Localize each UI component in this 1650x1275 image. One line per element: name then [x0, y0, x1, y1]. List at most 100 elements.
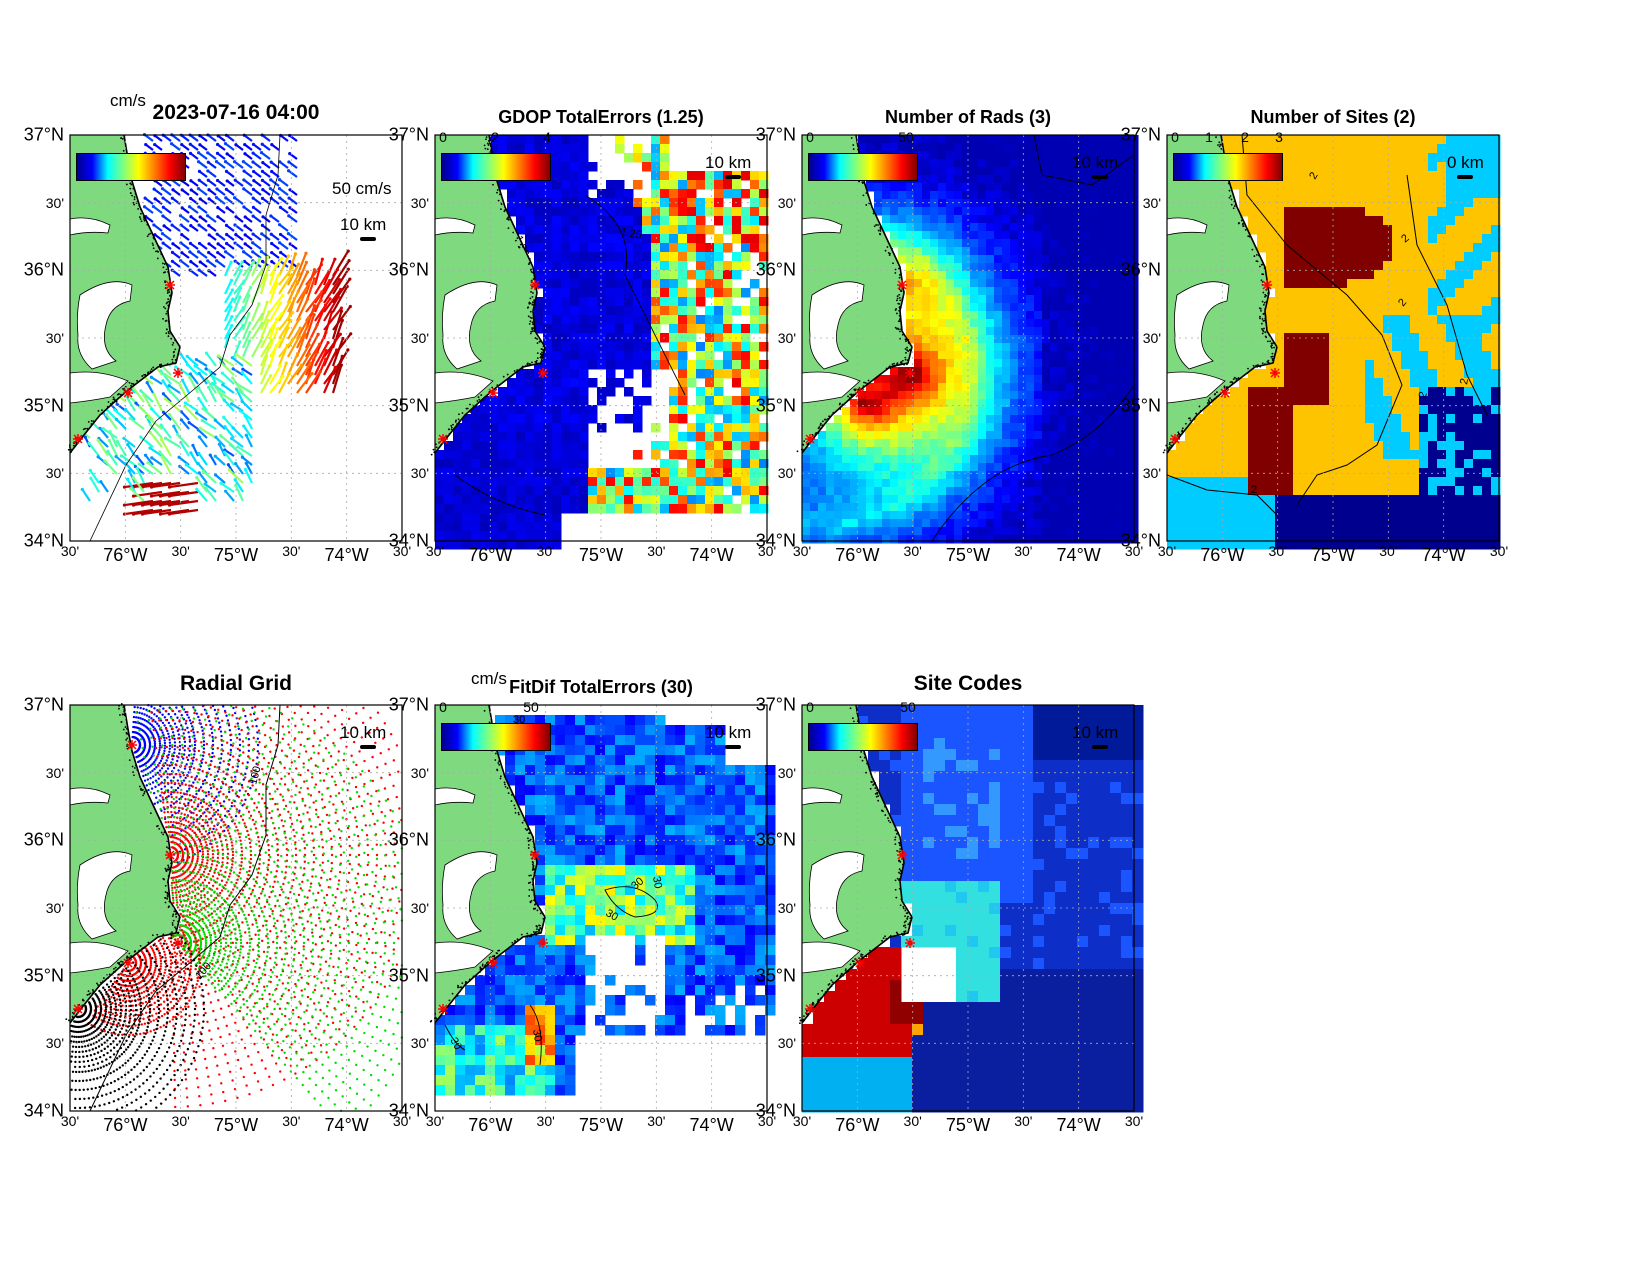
grid-cell — [579, 477, 589, 487]
grid-cell — [1066, 367, 1075, 376]
grid-cell — [1446, 396, 1456, 406]
grid-cell — [435, 450, 445, 460]
grid-cell — [1018, 535, 1027, 544]
grid-cell — [1365, 171, 1375, 181]
grid-cell — [986, 383, 995, 392]
grid-cell — [1482, 360, 1492, 370]
current-vector — [197, 429, 208, 439]
grid-cell — [970, 503, 979, 512]
current-vector — [198, 269, 208, 277]
grid-cell — [906, 143, 915, 152]
grid-cell — [633, 216, 643, 226]
grid-cell — [1010, 431, 1019, 440]
grid-cell — [1455, 288, 1465, 298]
grid-cell — [1419, 216, 1429, 226]
grid-cell — [898, 367, 907, 376]
grid-cell — [1114, 279, 1123, 288]
current-vector — [224, 160, 235, 169]
grid-cell — [453, 450, 463, 460]
grid-cell — [914, 303, 923, 312]
current-vector — [195, 488, 208, 502]
grid-cell — [1074, 495, 1083, 504]
grid-cell — [922, 383, 931, 392]
grid-cell — [1114, 319, 1123, 328]
grid-cell — [938, 503, 947, 512]
current-vector — [126, 478, 136, 493]
grid-cell — [922, 335, 931, 344]
grid-cell — [890, 527, 899, 536]
grid-cell — [890, 183, 899, 192]
grid-cell — [1410, 234, 1420, 244]
coast-dot — [898, 276, 901, 279]
grid-cell — [570, 153, 580, 163]
grid-cell — [606, 306, 616, 316]
coast-dot — [532, 301, 534, 304]
coast-dot — [162, 317, 164, 320]
grid-cell — [1090, 407, 1099, 416]
grid-cell — [696, 207, 706, 217]
grid-cell — [480, 522, 490, 532]
grid-cell — [1311, 369, 1321, 379]
grid-cell — [1018, 215, 1027, 224]
grid-cell — [759, 234, 769, 244]
grid-cell — [651, 333, 661, 343]
grid-cell — [525, 135, 535, 145]
grid-cell — [444, 513, 454, 523]
coast-dot — [852, 144, 855, 146]
current-vector — [234, 484, 244, 502]
current-vector — [322, 366, 337, 394]
grid-cell — [1257, 198, 1267, 208]
grid-cell — [866, 519, 875, 528]
grid-cell — [1114, 303, 1123, 312]
coast-dot — [905, 340, 907, 343]
grid-cell — [1311, 162, 1321, 172]
grid-cell — [1455, 216, 1465, 226]
coast-dot — [450, 424, 453, 427]
grid-cell — [723, 423, 733, 433]
grid-cell — [874, 487, 883, 496]
grid-cell — [850, 495, 859, 504]
current-vector — [223, 451, 235, 466]
grid-cell — [705, 270, 715, 280]
grid-cell — [723, 396, 733, 406]
grid-cell — [970, 287, 979, 296]
grid-cell — [1106, 199, 1115, 208]
grid-cell — [1437, 198, 1447, 208]
grid-cell — [1026, 287, 1035, 296]
grid-cell — [946, 135, 955, 144]
grid-cell — [1347, 198, 1357, 208]
grid-cell — [994, 431, 1003, 440]
grid-cell — [1320, 270, 1330, 280]
current-vector — [241, 313, 250, 331]
current-vector — [180, 134, 190, 142]
grid-cell — [1329, 180, 1339, 190]
grid-cell — [954, 151, 963, 160]
grid-cell — [714, 171, 724, 181]
grid-cell — [986, 319, 995, 328]
grid-cell — [1401, 135, 1411, 145]
grid-cell — [642, 378, 652, 388]
grid-cell — [516, 432, 526, 442]
grid-cell — [858, 479, 867, 488]
grid-cell — [624, 216, 634, 226]
grid-cell — [1464, 243, 1474, 253]
grid-cell — [1106, 343, 1115, 352]
grid-cell — [882, 495, 891, 504]
grid-cell — [1066, 247, 1075, 256]
coast-dot — [121, 138, 124, 140]
grid-cell — [633, 306, 643, 316]
grid-cell — [1090, 175, 1099, 184]
grid-cell — [1010, 439, 1019, 448]
grid-cell — [660, 162, 670, 172]
coast-dot — [877, 224, 879, 226]
grid-cell — [615, 243, 625, 253]
coast-dot — [819, 422, 822, 425]
grid-cell — [946, 527, 955, 536]
grid-cell — [1284, 351, 1294, 361]
grid-cell — [1066, 135, 1075, 144]
grid-cell — [882, 183, 891, 192]
grid-cell — [1320, 369, 1330, 379]
grid-cell — [1026, 383, 1035, 392]
grid-cell — [922, 295, 931, 304]
grid-cell — [516, 522, 526, 532]
